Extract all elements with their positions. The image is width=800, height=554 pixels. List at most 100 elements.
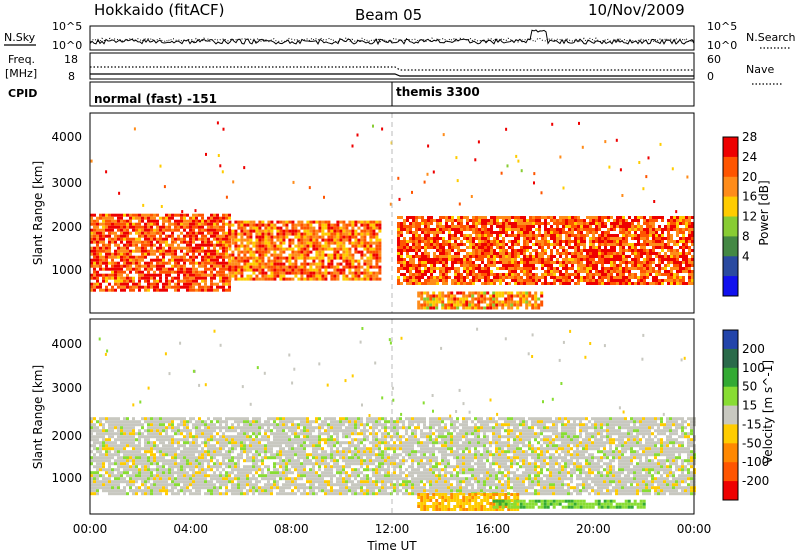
- data-cell: [222, 426, 225, 430]
- data-cell: [466, 225, 469, 228]
- data-cell: [219, 219, 222, 223]
- data-cell: [171, 249, 174, 253]
- data-cell: [246, 235, 250, 239]
- data-cell: [279, 238, 283, 242]
- data-cell: [213, 435, 216, 439]
- data-cell: [204, 273, 207, 277]
- data-cell: [123, 453, 126, 457]
- data-cell: [93, 447, 96, 451]
- data-cell: [126, 492, 129, 496]
- data-cell: [279, 226, 283, 230]
- data-cell: [132, 213, 135, 217]
- data-cell: [153, 474, 156, 478]
- data-cell: [484, 249, 487, 252]
- data-cell: [607, 249, 610, 252]
- data-cell: [276, 226, 280, 230]
- data-cell: [195, 486, 198, 490]
- data-cell: [450, 297, 454, 301]
- data-cell: [670, 270, 673, 273]
- data-cell: [138, 282, 141, 286]
- data-cell: [144, 273, 147, 277]
- data-cell: [279, 247, 283, 251]
- data-cell: [285, 223, 289, 227]
- data-cell: [243, 238, 247, 242]
- data-cell: [421, 219, 424, 222]
- data-cell: [258, 241, 262, 245]
- power-ytick: 3000: [51, 176, 82, 190]
- data-cell: [231, 265, 235, 269]
- data-cell: [174, 252, 177, 256]
- data-cell: [514, 225, 517, 228]
- data-cell: [111, 420, 114, 424]
- data-cell: [537, 303, 541, 307]
- data-cell: [559, 246, 562, 249]
- data-cell: [162, 486, 165, 490]
- data-cell: [198, 282, 201, 286]
- data-cell: [336, 250, 340, 254]
- data-cell: [213, 489, 216, 493]
- data-cell: [490, 261, 493, 264]
- data-cell: [595, 273, 598, 276]
- data-cell: [673, 216, 676, 219]
- data-cell: [168, 426, 171, 430]
- data-cell: [508, 264, 511, 267]
- data-cell: [192, 249, 195, 253]
- data-cell: [484, 270, 487, 273]
- data-cell: [156, 417, 159, 421]
- data-cell: [156, 474, 159, 478]
- data-cell: [598, 270, 601, 273]
- data-cell: [670, 258, 673, 261]
- data-cell: [679, 276, 682, 279]
- data-cell: [333, 250, 337, 254]
- data-cell: [306, 232, 310, 236]
- data-cell: [273, 226, 277, 230]
- data-cell: [273, 256, 277, 260]
- data-cell: [93, 480, 96, 484]
- data-cell: [117, 285, 120, 289]
- data-cell: [162, 231, 165, 235]
- data-cell: [273, 277, 277, 281]
- data-cell: [150, 471, 153, 475]
- data-cell: [138, 486, 141, 490]
- data-cell: [174, 453, 177, 457]
- data-cell: [354, 223, 358, 227]
- data-cell: [123, 441, 126, 445]
- data-cell: [345, 277, 349, 281]
- data-cell: [129, 243, 132, 247]
- data-cell: [132, 423, 135, 427]
- data-cell: [135, 450, 138, 454]
- data-cell: [523, 228, 526, 231]
- data-cell: [375, 238, 379, 242]
- data-cell: [126, 450, 129, 454]
- data-cell: [457, 270, 460, 273]
- data-cell: [99, 447, 102, 451]
- data-cell: [469, 228, 472, 231]
- data-cell: [433, 237, 436, 240]
- data-cell: [159, 237, 162, 241]
- data-cell: [273, 235, 277, 239]
- data-cell: [90, 471, 93, 475]
- data-cell: [108, 483, 111, 487]
- data-cell: [601, 264, 604, 267]
- data-cell: [538, 252, 541, 255]
- data-cell: [523, 216, 526, 219]
- data-cell: [126, 420, 129, 424]
- data-cell: [610, 273, 613, 276]
- data-cell: [514, 222, 517, 225]
- data-cell: [424, 231, 427, 234]
- data-cell: [186, 282, 189, 286]
- data-cell: [517, 264, 520, 267]
- data-cell: [315, 247, 319, 251]
- data-cell: [108, 276, 111, 280]
- data-cell: [468, 294, 472, 298]
- data-cell: [580, 258, 583, 261]
- data-cell: [339, 256, 343, 260]
- data-cell: [505, 258, 508, 261]
- data-cell: [132, 228, 135, 232]
- data-cell: [517, 228, 520, 231]
- data-cell: [102, 444, 105, 448]
- data-cell: [589, 240, 592, 243]
- data-cell: [327, 253, 331, 257]
- data-cell: [475, 267, 478, 270]
